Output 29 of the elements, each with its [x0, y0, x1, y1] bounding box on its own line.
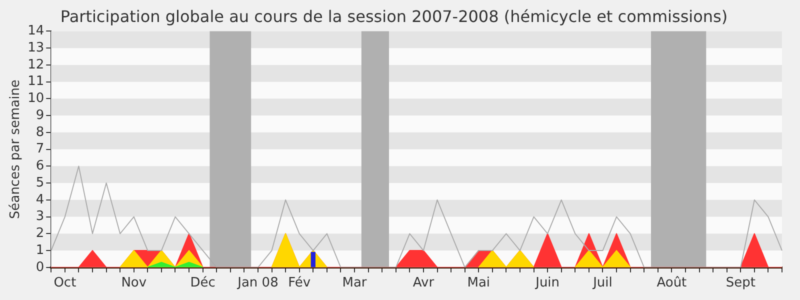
x-tick-label: Nov — [121, 276, 147, 291]
y-tick-label: 14 — [28, 24, 44, 39]
x-tick-label: Déc — [190, 276, 216, 291]
y-tick-label: 13 — [28, 40, 44, 56]
y-tick-label: 8 — [36, 124, 44, 140]
y-tick-label: 9 — [36, 108, 44, 123]
x-tick-label: Juil — [592, 276, 612, 291]
y-tick-label: 10 — [28, 91, 44, 106]
x-tick-label: Août — [656, 276, 687, 291]
y-tick-label: 11 — [28, 74, 44, 90]
y-tick-label: 0 — [36, 260, 44, 275]
y-tick-label: 6 — [36, 158, 44, 174]
y-tick-label: 5 — [36, 175, 44, 190]
x-tick-label: Avr — [412, 276, 435, 291]
y-tick-label: 2 — [36, 226, 44, 242]
x-tick-label: Juin — [534, 276, 560, 291]
y-tick-label: 7 — [36, 142, 44, 157]
x-tick-label: Jan 08 — [236, 276, 278, 291]
x-tick-label: Fév — [288, 276, 311, 291]
x-tick-label: Mar — [342, 276, 368, 291]
y-axis-title: Séances par semaine — [8, 80, 24, 220]
x-tick-label: Mai — [467, 276, 490, 291]
y-tick-label: 4 — [36, 192, 44, 208]
y-tick-label: 1 — [36, 242, 44, 258]
x-tick-label: Oct — [54, 276, 76, 291]
chart-title: Participation globale au cours de la session 2007-2008 (hémicycle et commissions) — [60, 6, 728, 26]
x-tick-label: Sept — [726, 276, 756, 291]
y-tick-label: 12 — [28, 57, 44, 72]
y-tick-label: 3 — [36, 209, 44, 224]
